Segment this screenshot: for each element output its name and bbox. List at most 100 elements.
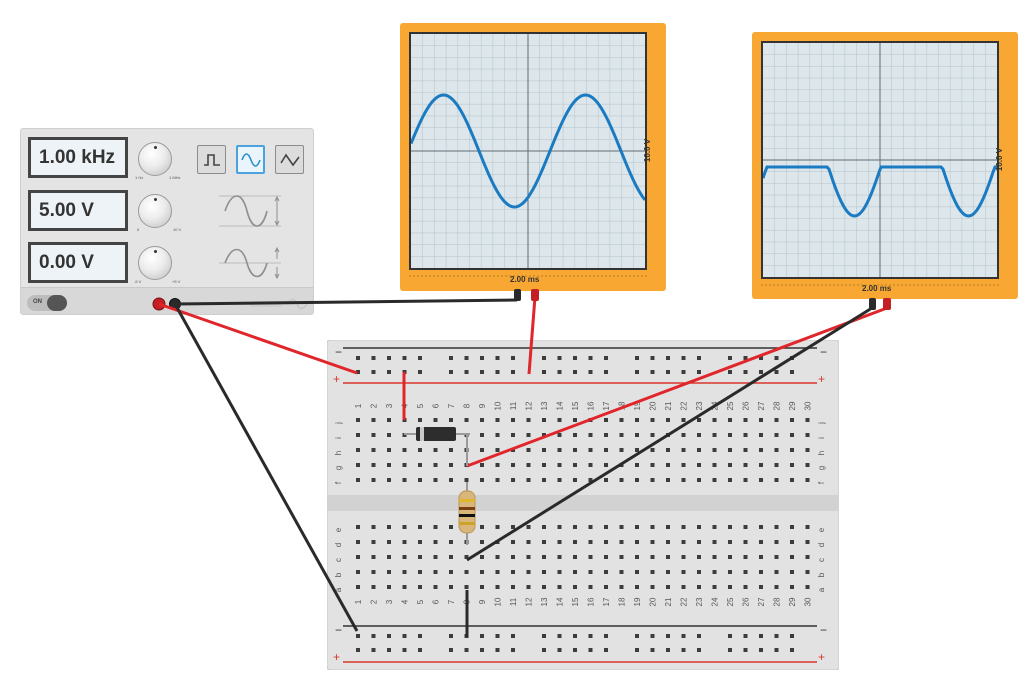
breadboard-hole <box>805 418 810 422</box>
breadboard-hole <box>511 418 515 422</box>
oscilloscope-1-screen <box>409 32 647 270</box>
oscilloscope-1-grid <box>409 34 647 268</box>
breadboard-hole <box>511 448 515 452</box>
breadboard-hole <box>588 370 593 374</box>
breadboard-hole <box>542 634 546 638</box>
breadboard-hole <box>697 418 701 422</box>
breadboard-hole <box>790 570 794 574</box>
scope2-ground-probe[interactable] <box>869 298 876 310</box>
breadboard-hole <box>759 370 763 374</box>
column-number-top: 25 <box>726 401 735 410</box>
breadboard-hole <box>759 570 763 574</box>
breadboard-hole <box>511 540 515 544</box>
breadboard-hole <box>464 478 469 482</box>
oscilloscope-1[interactable]: 2.00 ms 10.0 V <box>400 23 666 291</box>
breadboard-hole <box>588 418 593 422</box>
breadboard-hole <box>464 570 469 574</box>
breadboard-hole <box>449 478 453 482</box>
breadboard-hole <box>402 433 407 437</box>
frequency-knob[interactable] <box>138 142 172 176</box>
breadboard-hole <box>387 540 391 544</box>
breadboard-hole <box>495 570 500 574</box>
breadboard-hole <box>449 370 453 374</box>
top-rail-minus-right: − <box>820 345 827 359</box>
breadboard-hole <box>666 648 670 652</box>
breadboard[interactable]: − + − + − + − + 112233445566778899101011… <box>327 340 839 670</box>
square-wave-button[interactable] <box>197 145 226 174</box>
breadboard-hole <box>557 585 562 589</box>
breadboard-hole <box>681 433 686 437</box>
breadboard-hole <box>697 525 701 529</box>
offset-display[interactable]: 0.00 V <box>28 242 128 283</box>
column-number-bottom: 1 <box>354 599 363 604</box>
breadboard-hole <box>774 634 779 638</box>
breadboard-hole <box>449 585 453 589</box>
breadboard-hole <box>557 555 562 559</box>
breadboard-hole <box>774 648 779 652</box>
column-number-bottom: 7 <box>447 599 456 604</box>
breadboard-hole <box>650 448 655 452</box>
breadboard-hole <box>759 634 763 638</box>
breadboard-hole <box>697 463 701 467</box>
breadboard-hole <box>464 585 469 589</box>
column-number-top: 6 <box>432 403 441 408</box>
breadboard-hole <box>511 634 515 638</box>
breadboard-hole <box>557 634 562 638</box>
column-number-top: 28 <box>773 401 782 410</box>
breadboard-hole <box>681 634 686 638</box>
breadboard-hole <box>790 370 794 374</box>
scope2-signal-probe[interactable] <box>883 298 891 310</box>
breadboard-hole <box>449 356 453 360</box>
amplitude-display[interactable]: 5.00 V <box>28 190 128 231</box>
breadboard-hole <box>666 570 670 574</box>
breadboard-hole <box>604 433 608 437</box>
breadboard-hole <box>464 448 469 452</box>
row-label-left: b <box>334 572 343 577</box>
breadboard-hole <box>356 648 360 652</box>
breadboard-hole <box>356 356 360 360</box>
column-number-top: 17 <box>602 401 611 410</box>
breadboard-hole <box>511 555 515 559</box>
breadboard-hole <box>790 585 794 589</box>
breadboard-hole <box>619 555 624 559</box>
breadboard-hole <box>356 540 360 544</box>
column-number-bottom: 4 <box>401 599 410 604</box>
breadboard-hole <box>728 433 732 437</box>
amplitude-knob[interactable] <box>138 194 172 228</box>
offset-knob-min-label: -5 V <box>134 279 142 284</box>
breadboard-hole <box>697 370 701 374</box>
breadboard-hole <box>774 555 779 559</box>
breadboard-hole <box>402 570 407 574</box>
breadboard-hole <box>480 585 484 589</box>
breadboard-hole <box>697 478 701 482</box>
frequency-display[interactable]: 1.00 kHz <box>28 137 128 178</box>
breadboard-hole <box>371 356 376 360</box>
breadboard-hole <box>743 356 748 360</box>
breadboard-hole <box>418 448 422 452</box>
breadboard-hole <box>790 448 794 452</box>
offset-knob[interactable] <box>138 246 172 280</box>
breadboard-hole <box>449 525 453 529</box>
column-number-top: 14 <box>556 401 565 410</box>
breadboard-hole <box>588 478 593 482</box>
sine-wave-button[interactable] <box>236 145 265 174</box>
oscilloscope-2-time-label: 2.00 ms <box>862 284 892 293</box>
row-label-left: a <box>334 587 343 592</box>
breadboard-hole <box>495 433 500 437</box>
breadboard-hole <box>449 634 453 638</box>
breadboard-hole <box>387 433 391 437</box>
power-switch[interactable]: ON <box>27 295 67 311</box>
breadboard-hole <box>712 478 717 482</box>
breadboard-hole <box>387 418 391 422</box>
column-number-bottom: 12 <box>525 597 534 606</box>
breadboard-hole <box>449 418 453 422</box>
oscilloscope-2[interactable]: 2.00 ms 10.0 V <box>752 32 1018 299</box>
triangle-wave-button[interactable] <box>275 145 304 174</box>
breadboard-hole <box>588 648 593 652</box>
breadboard-hole <box>681 570 686 574</box>
breadboard-hole <box>681 448 686 452</box>
breadboard-hole <box>743 448 748 452</box>
frequency-knob-min-label: 1 Hz <box>135 175 144 180</box>
breadboard-hole <box>573 540 577 544</box>
column-number-top: 4 <box>401 403 410 408</box>
